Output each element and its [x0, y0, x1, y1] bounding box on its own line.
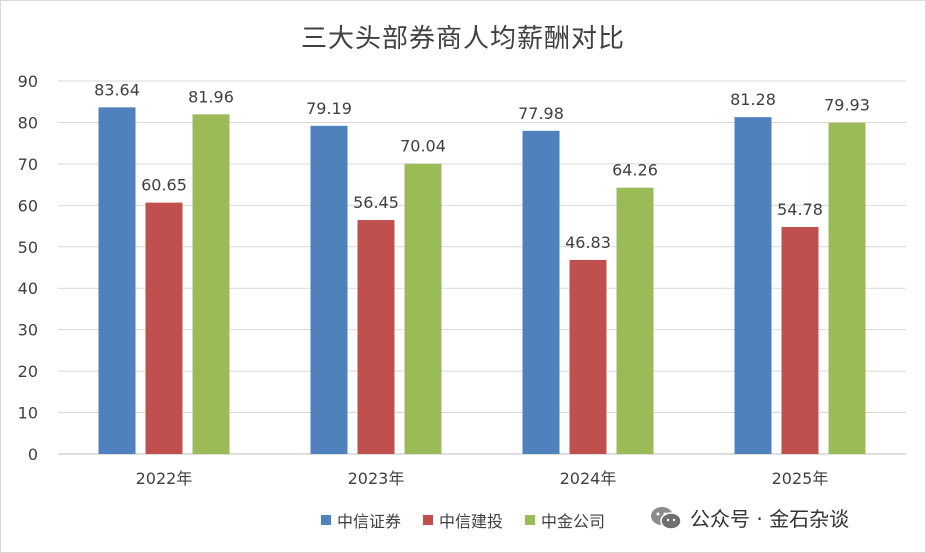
- data-label: 46.83: [565, 233, 611, 252]
- data-label: 54.78: [777, 200, 823, 219]
- legend-label-series-2: 中信建投: [438, 512, 503, 531]
- bar: [616, 187, 654, 455]
- bar: [404, 163, 442, 454]
- legend: 中信证券 中信建投 中金公司: [0, 508, 926, 532]
- y-axis-ticks: 0 10 20 30 40 50 60 70 80 90: [18, 72, 38, 464]
- legend-item-series-1: 中信证券: [320, 508, 401, 532]
- legend-swatch-series-2: [422, 515, 433, 525]
- data-labels: 83.64 60.65 81.96 79.19 56.45 70.04 77.98 46.83…: [94, 80, 870, 252]
- bar: [98, 107, 136, 454]
- y-tick-label: 90: [18, 72, 38, 91]
- x-tick-label: 2023年: [348, 469, 405, 488]
- bar: [192, 114, 230, 454]
- data-label: 77.98: [518, 104, 564, 123]
- bar: [522, 130, 560, 454]
- data-label: 79.19: [306, 99, 352, 118]
- bars: [98, 107, 866, 455]
- legend-swatch-series-3: [525, 515, 535, 525]
- bar: [145, 202, 183, 454]
- x-axis-ticks: 2022年 2023年 2024年 2025年: [136, 469, 829, 488]
- legend-label-series-1: 中信证券: [336, 512, 401, 531]
- y-tick-label: 30: [18, 321, 38, 340]
- grid-lines: [58, 80, 906, 455]
- bar: [310, 125, 348, 454]
- watermark: 公众号 · 金石杂谈: [650, 503, 849, 532]
- data-label: 83.64: [94, 80, 140, 99]
- chart-title: 三大头部券商人均薪酬对比: [300, 24, 625, 54]
- bar: [569, 259, 607, 454]
- bar: [357, 220, 395, 454]
- y-tick-label: 80: [18, 113, 38, 132]
- y-tick-label: 50: [18, 238, 38, 257]
- x-tick-label: 2025年: [772, 469, 829, 488]
- legend-label-series-3: 中金公司: [541, 512, 606, 531]
- bar: [781, 226, 819, 454]
- legend-swatch-series-1: [320, 515, 331, 525]
- legend-item-series-3: 中金公司: [525, 508, 605, 532]
- data-label: 81.96: [188, 87, 234, 106]
- watermark-text: 公众号 · 金石杂谈: [690, 507, 850, 531]
- y-tick-label: 70: [18, 155, 38, 174]
- bar: [734, 117, 772, 454]
- data-label: 60.65: [141, 176, 187, 195]
- y-tick-label: 10: [18, 404, 38, 423]
- bar: [828, 122, 866, 454]
- y-tick-label: 40: [18, 279, 38, 298]
- x-tick-label: 2022年: [136, 469, 193, 488]
- data-label: 70.04: [400, 137, 446, 156]
- data-label: 56.45: [353, 193, 399, 212]
- y-tick-label: 0: [28, 445, 38, 464]
- wechat-icon: [651, 506, 682, 530]
- data-label: 79.93: [824, 96, 870, 115]
- data-label: 64.26: [612, 161, 658, 180]
- x-tick-label: 2024年: [560, 469, 617, 488]
- y-tick-label: 20: [18, 362, 38, 381]
- y-tick-label: 60: [18, 196, 38, 215]
- legend-item-series-2: 中信建投: [422, 508, 503, 532]
- data-label: 81.28: [730, 90, 776, 109]
